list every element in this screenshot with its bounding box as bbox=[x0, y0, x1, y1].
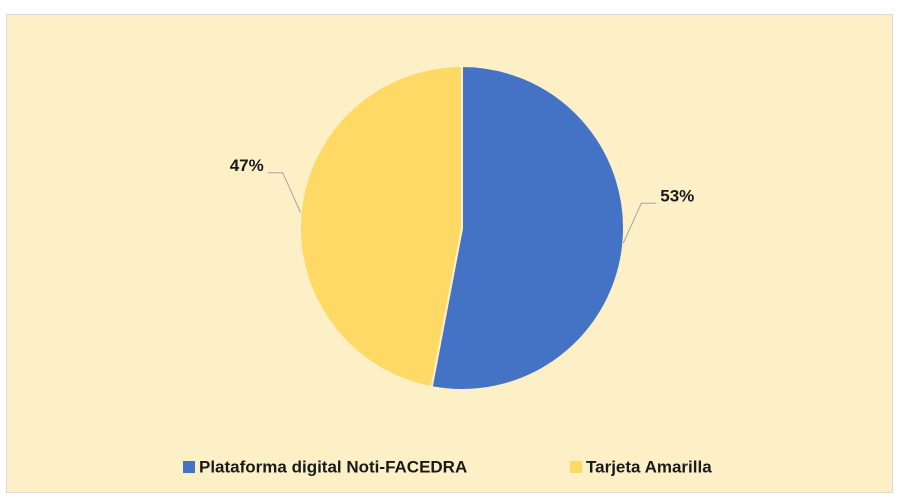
legend-swatch bbox=[570, 461, 582, 473]
leader-line bbox=[267, 172, 302, 213]
data-label: 53% bbox=[660, 187, 694, 206]
legend-swatch bbox=[183, 461, 195, 473]
leader-line bbox=[622, 202, 657, 244]
pie-slice bbox=[430, 64, 625, 391]
legend-label: Plataforma digital Noti-FACEDRA bbox=[199, 457, 467, 476]
legend-label: Tarjeta Amarilla bbox=[586, 457, 712, 476]
data-label: 47% bbox=[230, 156, 264, 175]
